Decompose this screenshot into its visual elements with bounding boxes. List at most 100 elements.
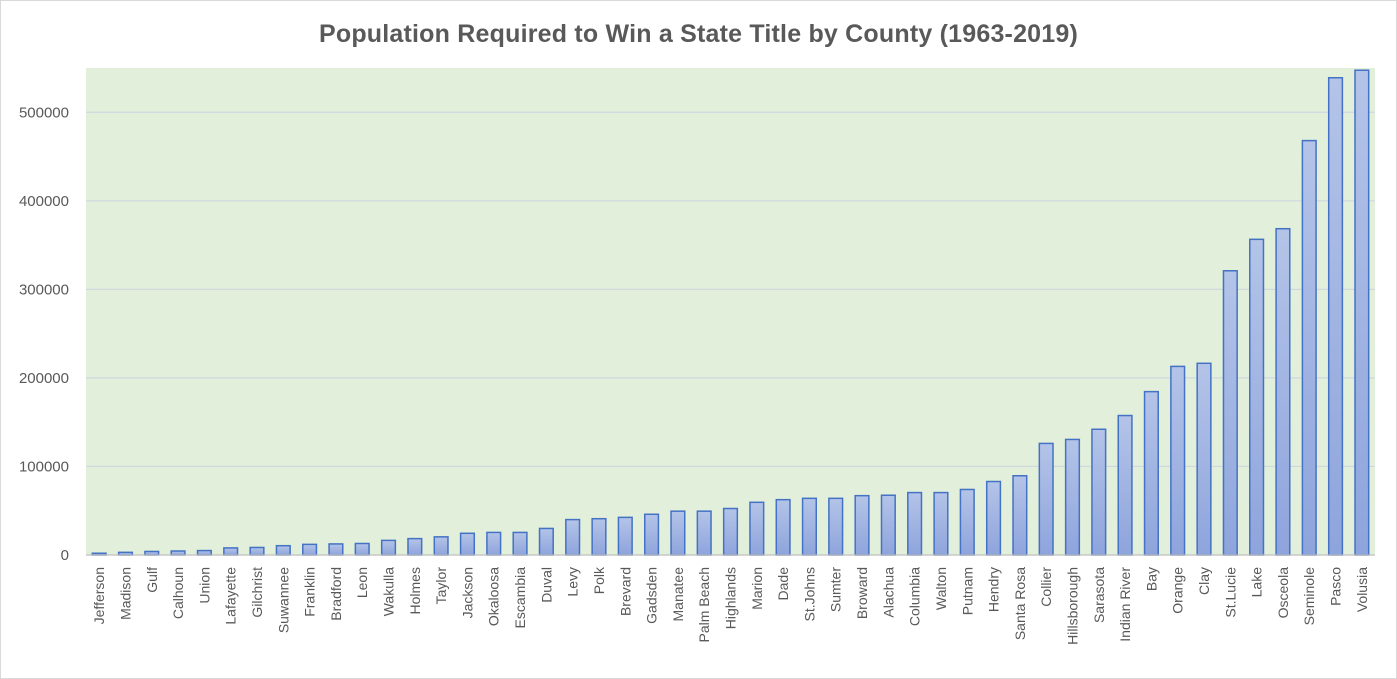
x-tick-label: Santa Rosa bbox=[1012, 567, 1028, 640]
y-axis-ticks: 0 100000 200000 300000 400000 500000 bbox=[19, 104, 69, 564]
x-tick-label: Gilchrist bbox=[249, 567, 265, 618]
bar-seminole bbox=[1301, 139, 1317, 556]
x-tick-label: Putnam bbox=[959, 567, 975, 615]
x-tick-label: Hillsborough bbox=[1064, 567, 1080, 645]
bar-orange bbox=[1170, 365, 1186, 556]
bar-st-lucie bbox=[1222, 270, 1238, 556]
x-tick-label: Jackson bbox=[459, 567, 475, 618]
bar-volusia bbox=[1354, 69, 1370, 556]
x-tick-label: Taylor bbox=[433, 567, 449, 605]
bar-collier bbox=[1038, 442, 1054, 556]
x-tick-label: Madison bbox=[117, 567, 133, 620]
y-tick-label: 200000 bbox=[19, 370, 69, 387]
x-tick-label: Holmes bbox=[407, 567, 423, 614]
y-tick-label: 500000 bbox=[19, 104, 69, 121]
bar-duval bbox=[538, 527, 554, 556]
x-tick-label: Dade bbox=[775, 567, 791, 601]
bar-clay bbox=[1196, 362, 1212, 556]
bar-suwannee bbox=[275, 544, 291, 556]
bar-santa-rosa bbox=[1012, 475, 1028, 556]
x-tick-label: Wakulla bbox=[381, 567, 397, 616]
bar-lafayette bbox=[223, 547, 239, 556]
bar-hillsborough bbox=[1064, 438, 1081, 556]
bar-sumter bbox=[828, 497, 844, 556]
x-tick-label: Broward bbox=[854, 567, 870, 619]
x-tick-label: Escambia bbox=[512, 567, 528, 629]
x-tick-label: Gulf bbox=[144, 567, 160, 593]
bar-polk bbox=[591, 517, 607, 556]
bar-marion bbox=[749, 501, 765, 556]
x-tick-label: Leon bbox=[354, 567, 370, 598]
x-tick-label: Okaloosa bbox=[486, 567, 502, 626]
x-tick-label: Gadsden bbox=[644, 567, 660, 624]
x-tick-label: Brevard bbox=[617, 567, 633, 616]
x-tick-label: Bay bbox=[1143, 567, 1159, 591]
bar-leon bbox=[354, 542, 370, 556]
bar-union bbox=[196, 549, 212, 556]
x-tick-label: Duval bbox=[538, 567, 554, 603]
x-tick-label: Polk bbox=[591, 566, 607, 594]
bar-bay bbox=[1143, 390, 1159, 556]
bar-escambia bbox=[512, 531, 528, 556]
x-tick-label: St.Lucie bbox=[1222, 567, 1238, 618]
x-tick-label: Palm Beach bbox=[696, 567, 712, 642]
bar-franklin bbox=[302, 543, 318, 556]
x-tick-label: Walton bbox=[933, 567, 949, 610]
x-tick-label: Clay bbox=[1196, 567, 1212, 595]
x-tick-label: Lafayette bbox=[223, 567, 239, 625]
x-tick-label: St.Johns bbox=[801, 567, 817, 621]
bar-brevard bbox=[617, 516, 633, 556]
bar-holmes bbox=[407, 537, 423, 556]
bar-highlands bbox=[722, 507, 739, 556]
bar-gilchrist bbox=[249, 546, 265, 556]
bar-hendry bbox=[985, 480, 1002, 556]
bar-indian-river bbox=[1117, 414, 1133, 556]
x-axis-ticks: Jefferson Madison Gulf Calhoun Union Lafayett… bbox=[91, 566, 1370, 645]
x-tick-label: Indian River bbox=[1117, 567, 1133, 642]
x-tick-label: Pasco bbox=[1328, 567, 1344, 606]
bar-gadsden bbox=[643, 513, 660, 556]
x-tick-label: Sumter bbox=[828, 567, 844, 612]
x-tick-label: Alachua bbox=[880, 567, 896, 618]
x-tick-label: Marion bbox=[749, 567, 765, 610]
x-tick-label: Jefferson bbox=[91, 567, 107, 624]
x-tick-label: Orange bbox=[1170, 567, 1186, 614]
bar-jackson bbox=[459, 532, 476, 556]
bar-wakulla bbox=[380, 539, 397, 556]
bar-walton bbox=[933, 491, 949, 556]
bar-lake bbox=[1249, 238, 1265, 556]
bar-broward bbox=[854, 494, 870, 556]
bar-pasco bbox=[1327, 76, 1344, 556]
x-tick-label: Seminole bbox=[1301, 567, 1317, 626]
x-tick-label: Manatee bbox=[670, 567, 686, 622]
bar-dade bbox=[775, 498, 791, 556]
x-tick-label: Union bbox=[196, 567, 212, 604]
bar-putnam bbox=[959, 488, 975, 556]
bar-levy bbox=[565, 518, 581, 556]
bar-palm-beach bbox=[696, 510, 712, 556]
bar-columbia bbox=[907, 491, 923, 556]
x-tick-label: Columbia bbox=[907, 567, 923, 626]
chart-title: Population Required to Win a State Title… bbox=[318, 20, 1079, 48]
bar-alachua bbox=[880, 494, 896, 556]
x-tick-label: Bradford bbox=[328, 567, 344, 621]
bar-sarasota bbox=[1091, 428, 1107, 556]
x-tick-label: Osceola bbox=[1275, 567, 1291, 619]
x-tick-label: Suwannee bbox=[275, 567, 291, 633]
y-tick-label: 0 bbox=[61, 547, 69, 564]
bar-st-johns bbox=[801, 497, 818, 556]
y-tick-label: 100000 bbox=[19, 458, 69, 475]
x-tick-label: Collier bbox=[1038, 567, 1054, 607]
y-tick-label: 400000 bbox=[19, 193, 69, 210]
x-tick-label: Levy bbox=[565, 567, 581, 597]
x-tick-label: Lake bbox=[1249, 567, 1265, 598]
bars bbox=[91, 69, 1370, 556]
bar-osceola bbox=[1275, 227, 1291, 556]
x-tick-label: Volusia bbox=[1354, 567, 1370, 612]
x-tick-label: Calhoun bbox=[170, 567, 186, 619]
x-tick-label: Hendry bbox=[986, 567, 1002, 612]
y-tick-label: 300000 bbox=[19, 281, 69, 298]
bar-bradford bbox=[328, 543, 344, 556]
bar-manatee bbox=[670, 510, 686, 556]
